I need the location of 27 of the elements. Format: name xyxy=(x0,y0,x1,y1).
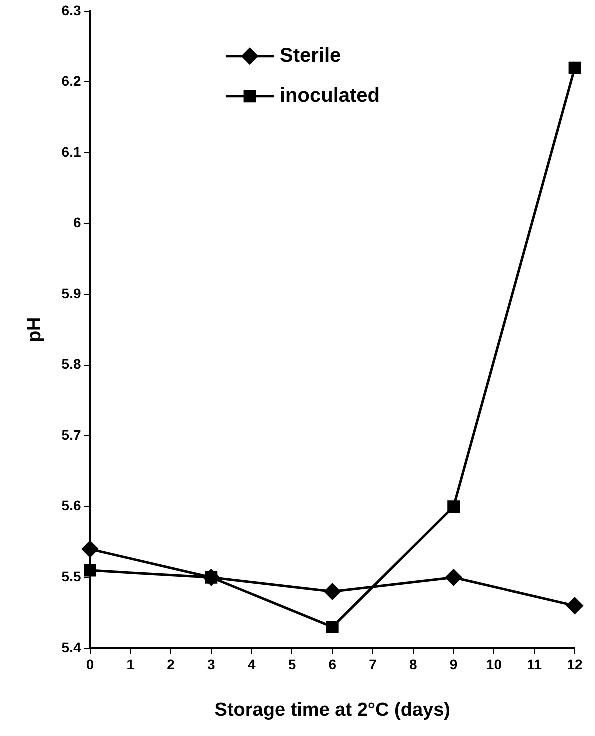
x-tick-label: 6 xyxy=(328,656,337,673)
x-tick-label: 3 xyxy=(208,656,216,673)
y-tick-label: 5.6 xyxy=(62,498,82,514)
y-tick-label: 6.3 xyxy=(62,2,82,18)
y-tick-label: 6 xyxy=(73,214,82,231)
x-tick-label: 2 xyxy=(167,656,176,673)
x-tick-label: 0 xyxy=(86,656,94,673)
y-tick-label: 5.5 xyxy=(62,568,82,584)
y-tick-label: 6.2 xyxy=(62,73,82,90)
x-tick-label: 10 xyxy=(486,656,502,673)
x-axis-title: Storage time at 2°C (days) xyxy=(214,700,450,721)
y-tick-label: 5.4 xyxy=(62,639,82,656)
x-tick-label: 11 xyxy=(527,656,542,673)
y-axis-title: pH xyxy=(24,317,46,343)
x-tick-label: 9 xyxy=(450,656,458,673)
x-tick-label: 7 xyxy=(369,656,378,673)
x-tick-label: 12 xyxy=(567,656,583,673)
x-tick-label: 5 xyxy=(288,656,296,673)
x-tick-label: 1 xyxy=(126,656,135,673)
legend-label: Sterile xyxy=(280,44,342,67)
y-tick-label: 5.7 xyxy=(62,426,82,443)
x-tick-label: 4 xyxy=(248,656,256,673)
legend-label: inoculated xyxy=(280,84,380,107)
x-tick-label: 8 xyxy=(410,656,418,673)
y-tick-label: 5.9 xyxy=(62,285,82,302)
y-tick-label: 6.1 xyxy=(62,144,82,160)
y-tick-label: 5.8 xyxy=(62,356,82,372)
